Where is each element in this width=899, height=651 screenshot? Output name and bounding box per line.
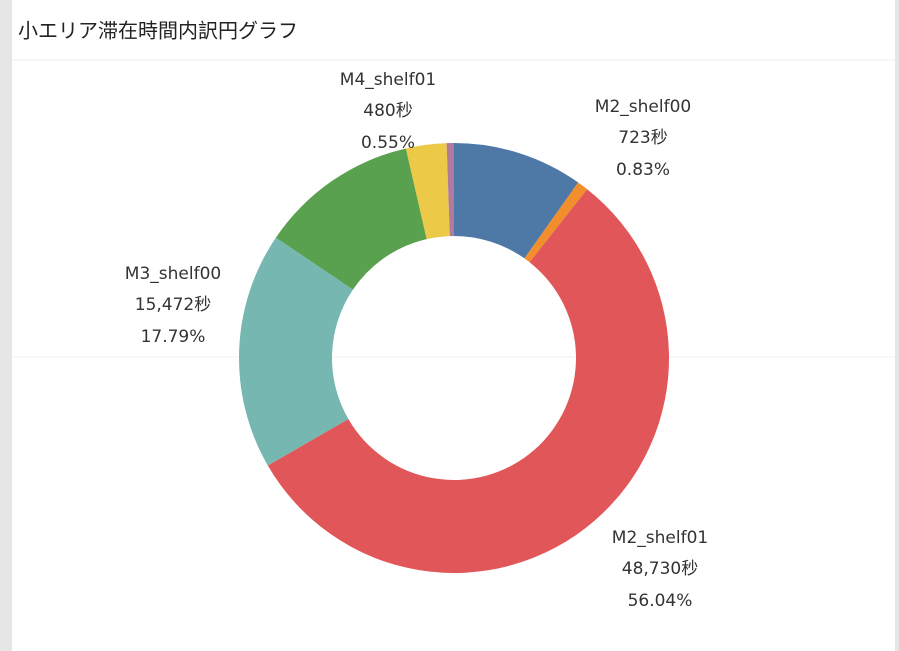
seconds-label: 48,730秒 — [622, 559, 698, 579]
donut-segment — [238, 237, 353, 466]
percent-label: 0.55% — [361, 133, 415, 153]
segment-label: M2_shelf00 — [595, 97, 691, 117]
segment-label: M3_shelf00 — [125, 264, 221, 284]
seconds-label: 723秒 — [618, 128, 667, 148]
percent-label: 0.83% — [616, 160, 670, 180]
percent-label: 17.79% — [141, 327, 206, 347]
donut-segment — [454, 143, 579, 259]
seconds-label: 15,472秒 — [135, 295, 211, 315]
segment-label: M2_shelf01 — [612, 528, 708, 548]
donut-segment — [275, 148, 427, 290]
donut-segment — [405, 143, 450, 240]
segment-label: M4_shelf01 — [340, 70, 436, 90]
chart-title: 小エリア滞在時間内訳円グラフ — [18, 19, 298, 43]
seconds-label: 480秒 — [363, 101, 412, 121]
percent-label: 56.04% — [628, 591, 693, 611]
donut-segment — [446, 143, 454, 237]
donut-segment — [524, 182, 588, 263]
donut-segment — [267, 189, 669, 573]
